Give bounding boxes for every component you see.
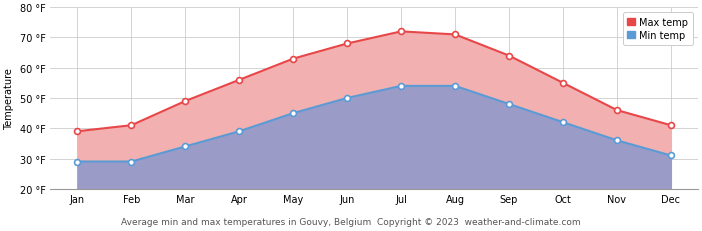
Point xyxy=(234,130,245,134)
Point xyxy=(503,55,515,58)
Point xyxy=(126,124,137,128)
Point xyxy=(234,79,245,82)
Point xyxy=(180,145,191,149)
Point xyxy=(665,154,677,158)
Point xyxy=(611,139,623,143)
Point xyxy=(611,109,623,112)
Point xyxy=(665,124,677,128)
Legend: Max temp, Min temp: Max temp, Min temp xyxy=(623,13,693,46)
Point xyxy=(449,85,461,88)
Point xyxy=(180,100,191,103)
Point xyxy=(395,85,406,88)
Y-axis label: Temperature: Temperature xyxy=(4,68,14,129)
Point xyxy=(126,160,137,164)
Point xyxy=(288,58,299,61)
Point xyxy=(503,103,515,106)
Point xyxy=(395,30,406,34)
Point xyxy=(342,97,353,100)
Point xyxy=(72,130,83,134)
Point xyxy=(557,82,569,85)
Point xyxy=(449,33,461,37)
Point xyxy=(288,112,299,116)
Point xyxy=(72,160,83,164)
Point xyxy=(342,43,353,46)
Text: Average min and max temperatures in Gouvy, Belgium  Copyright © 2023  weather-an: Average min and max temperatures in Gouv… xyxy=(121,217,581,226)
Point xyxy=(557,121,569,125)
